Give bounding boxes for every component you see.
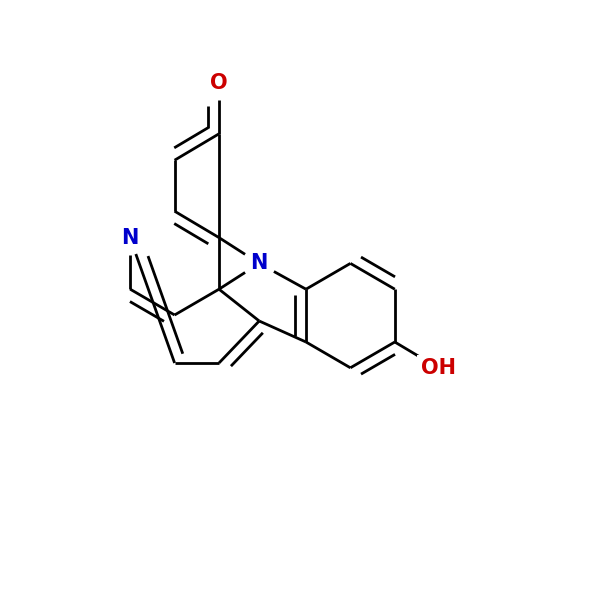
Text: O: O [210, 73, 228, 93]
Text: N: N [251, 253, 268, 274]
Text: N: N [122, 228, 139, 248]
Text: OH: OH [421, 358, 455, 378]
